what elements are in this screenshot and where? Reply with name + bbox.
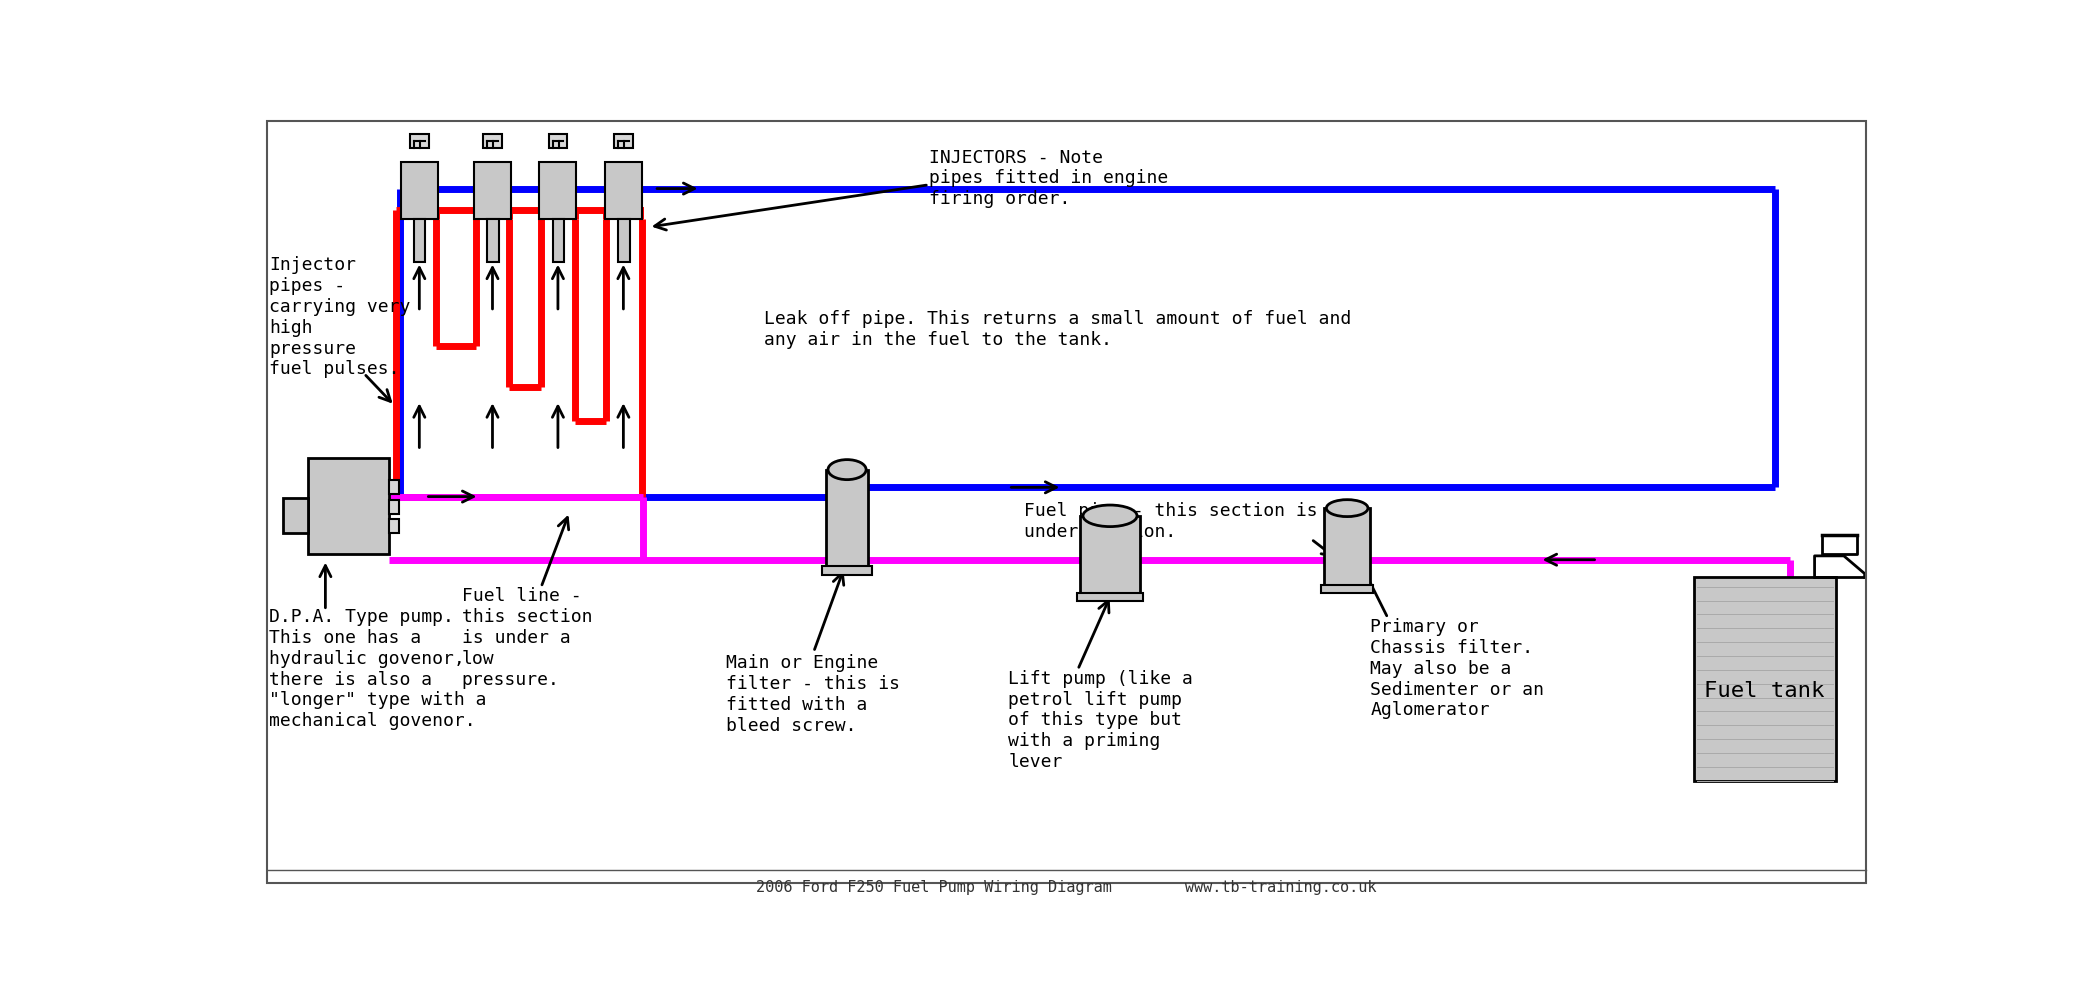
Bar (554, 220, 564, 261)
Text: D.P.A. Type pump.
This one has a
hydraulic govenor,
there is also a
"longer" typ: D.P.A. Type pump. This one has a hydraul… (268, 608, 487, 731)
Bar (822, 566, 872, 576)
Text: Injector
pipes -
carrying very
high
pressure
fuel pulses.: Injector pipes - carrying very high pres… (268, 256, 410, 379)
Bar (389, 519, 400, 533)
Text: Fuel line -
this section
is under a
low
pressure.: Fuel line - this section is under a low … (462, 587, 593, 689)
Bar (389, 480, 400, 494)
Bar (474, 162, 512, 220)
Ellipse shape (1326, 500, 1367, 517)
Bar (410, 134, 429, 148)
Text: INJECTORS - Note
pipes fitted in engine
firing order.: INJECTORS - Note pipes fitted in engine … (928, 148, 1167, 208)
Bar (549, 134, 568, 148)
Ellipse shape (1082, 505, 1136, 527)
Bar (539, 162, 576, 220)
Text: Lift pump (like a
petrol lift pump
of this type but
with a priming
lever: Lift pump (like a petrol lift pump of th… (1009, 670, 1192, 771)
Text: Leak off pipe. This returns a small amount of fuel and
any air in the fuel to th: Leak off pipe. This returns a small amou… (764, 310, 1351, 349)
Bar (1324, 508, 1369, 585)
Ellipse shape (828, 459, 866, 480)
Bar (1080, 516, 1140, 592)
Bar (308, 458, 389, 555)
Bar (618, 220, 631, 261)
Bar (389, 500, 400, 514)
Bar (414, 220, 425, 261)
Text: Fuel tank: Fuel tank (1704, 681, 1825, 701)
Bar (1076, 592, 1142, 600)
Bar (283, 498, 308, 533)
Text: 2006 Ford F250 Fuel Pump Wiring Diagram        www.tb-training.co.uk: 2006 Ford F250 Fuel Pump Wiring Diagram … (755, 880, 1376, 895)
Bar (487, 220, 499, 261)
Bar (606, 162, 641, 220)
Text: Main or Engine
filter - this is
fitted with a
bleed screw.: Main or Engine filter - this is fitted w… (726, 654, 899, 735)
Bar (826, 469, 868, 566)
Text: Primary or
Chassis filter.
May also be a
Sedimenter or an
Aglomerator: Primary or Chassis filter. May also be a… (1369, 618, 1544, 720)
Bar (402, 162, 437, 220)
Text: Fuel pipe - this section is
under suction.: Fuel pipe - this section is under suctio… (1024, 502, 1317, 541)
Bar (1321, 585, 1373, 592)
Bar (614, 134, 633, 148)
Bar (483, 134, 502, 148)
Bar (1694, 578, 1835, 781)
